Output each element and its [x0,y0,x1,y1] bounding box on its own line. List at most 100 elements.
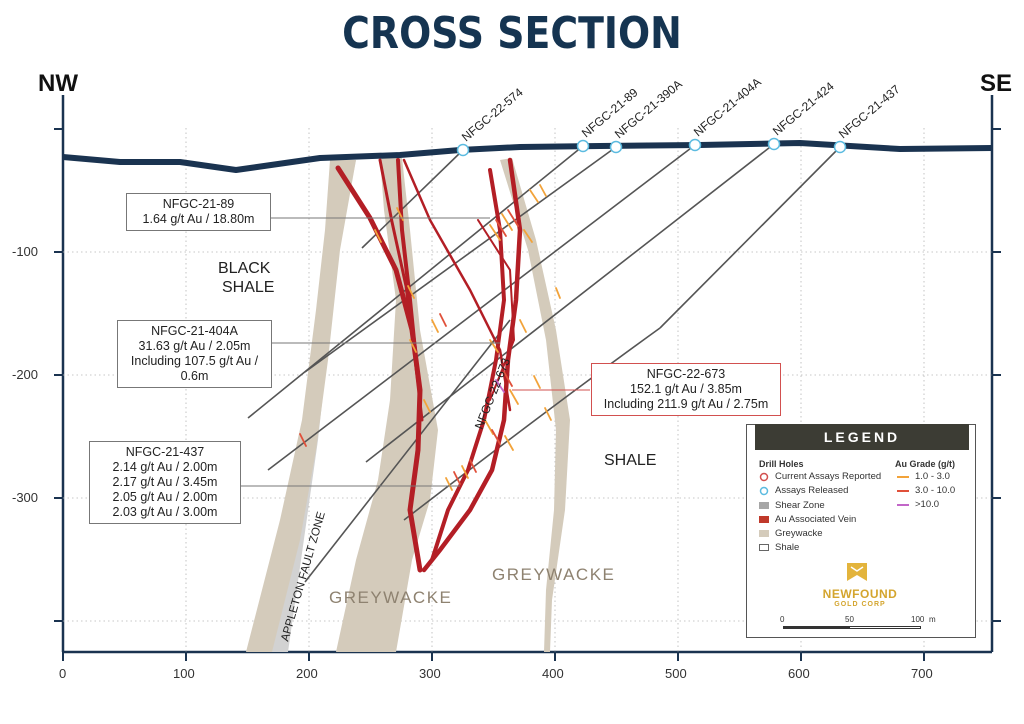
assays-released-icon [759,486,769,495]
callout-673-line1: NFGC-22-673 [646,367,726,381]
drill-trace-437-deep [304,319,511,583]
scale-label-100: 100 [911,615,925,624]
drill-traces [247,143,841,583]
callout-nfgc-21-89: NFGC-21-89 1.64 g/t Au / 18.80m [126,193,271,231]
legend-grade-3: >10.0 [897,499,939,510]
callout-437-line4: 2.05 g/t Au / 2.00m [112,490,218,504]
hole-label-437: NFGC-21-437 [836,82,903,141]
y-tick-200: -200 [12,367,39,382]
legend-grade-2: 3.0 - 10.0 [897,485,955,496]
vein-6 [421,157,523,573]
drill-trace-404a [267,144,696,471]
legend-grade-3-label: >10.0 [915,499,940,510]
callout-nfgc-22-673: NFGC-22-673 152.1 g/t Au / 3.85m Includi… [591,363,781,416]
grade-2-swatch [897,489,909,492]
drill-trace-437-upper [659,146,841,329]
legend-grade-2-label: 3.0 - 10.0 [915,485,956,496]
vein-7 [477,219,516,401]
x-tick-400: 400 [542,666,564,681]
drill-trace-89 [247,145,584,419]
y-tick-100: -100 [12,244,39,259]
rock-label-black: BLACK [218,260,271,277]
scale-label-50: 50 [845,615,854,624]
hole-label-574: NFGC-22-574 [459,85,526,144]
legend-item-current: Current Assays Reported [759,471,881,482]
legend-label-greywacke: Greywacke [775,528,823,539]
greywacke-swatch [759,530,769,537]
scale-label-0: 0 [780,615,785,624]
callout-673-line3: Including 211.9 g/t Au / 2.75m [603,397,769,411]
callout-89-line2: 1.64 g/t Au / 18.80m [142,212,255,226]
collar-424 [767,137,781,151]
hole-label-424: NFGC-21-424 [770,79,837,138]
direction-se: SE [980,70,1013,97]
rock-label-black-shale: SHALE [222,279,275,296]
drill-trace-390a [304,146,617,373]
axis-ticks [54,128,1001,661]
scale-bar-dark [783,626,849,629]
vein-swatch [759,516,769,523]
drill-trace-424 [365,143,775,463]
callout-437-line5: 2.03 g/t Au / 3.00m [112,505,218,519]
x-tick-500: 500 [665,666,687,681]
legend-grade-1: 1.0 - 3.0 [897,471,950,482]
x-tick-200: 200 [296,666,318,681]
grade-3-swatch [897,503,909,506]
callout-404a-line3: Including 107.5 g/t Au / 0.6m [130,354,259,383]
vein-2 [378,158,424,422]
callout-nfgc-21-437: NFGC-21-437 2.14 g/t Au / 2.00m 2.17 g/t… [89,441,241,524]
vein-5 [430,168,507,562]
collar-574 [456,143,470,157]
callout-leaders [240,217,590,487]
legend-item-shear: Shear Zone [759,500,825,511]
x-tick-300: 300 [419,666,441,681]
greywacke-body-middle [336,158,438,652]
collar-390a [609,140,623,154]
newfound-logo-icon [847,563,867,581]
legend-item-released: Assays Released [759,485,848,496]
legend-item-shale: Shale [759,542,799,553]
direction-nw: NW [38,70,78,97]
rock-label-greywacke-right: GREYWACKE [492,565,616,584]
logo-text-gold-corp: GOLD CORP [834,601,886,608]
greywacke-body-right [500,158,570,652]
vein-3 [396,158,418,362]
shear-zone-swatch [759,502,769,509]
greywacke-body-left [246,160,356,652]
callout-437-line2: 2.14 g/t Au / 2.00m [112,460,218,474]
grade-1-swatch [897,475,909,478]
page-title: CROSS SECTION [342,8,682,59]
shale-swatch [759,544,769,551]
legend-label-released: Assays Released [775,485,849,496]
au-veins [335,157,523,573]
topographic-surface [62,140,993,173]
callout-404a-line2: 31.63 g/t Au / 2.05m [138,339,251,353]
legend-grade-heading: Au Grade (g/t) [895,459,955,469]
legend-grade-1-label: 1.0 - 3.0 [915,471,950,482]
callout-437-line3: 2.17 g/t Au / 3.45m [112,475,218,489]
legend-label-shear: Shear Zone [775,500,825,511]
rock-label-shale: SHALE [604,452,657,469]
x-tick-700: 700 [911,666,933,681]
x-tick-0: 0 [59,666,67,681]
logo-text-newfound: NEWFOUND [822,587,898,601]
scale-bar-light [849,626,921,629]
x-tick-600: 600 [788,666,810,681]
legend-drill-holes-heading: Drill Holes [759,459,804,469]
legend-label-current: Current Assays Reported [775,471,882,482]
rock-label-greywacke-left: GREYWACKE [329,588,453,607]
current-assays-icon [759,472,769,481]
vein-4 [402,158,512,412]
legend-title: LEGEND [755,424,969,450]
y-tick-300: -300 [12,490,39,505]
hole-label-404a: NFGC-21-404A [691,75,764,139]
grade-intercepts [299,184,561,491]
x-tick-100: 100 [173,666,195,681]
callout-nfgc-21-404a: NFGC-21-404A 31.63 g/t Au / 2.05m Includ… [117,320,272,388]
legend: LEGEND Drill Holes Au Grade (g/t) Curren… [746,424,976,638]
collar-89 [576,139,590,153]
legend-item-vein: Au Associated Vein [759,514,856,525]
legend-label-shale: Shale [775,542,800,553]
scale-label-unit: m [929,615,936,624]
